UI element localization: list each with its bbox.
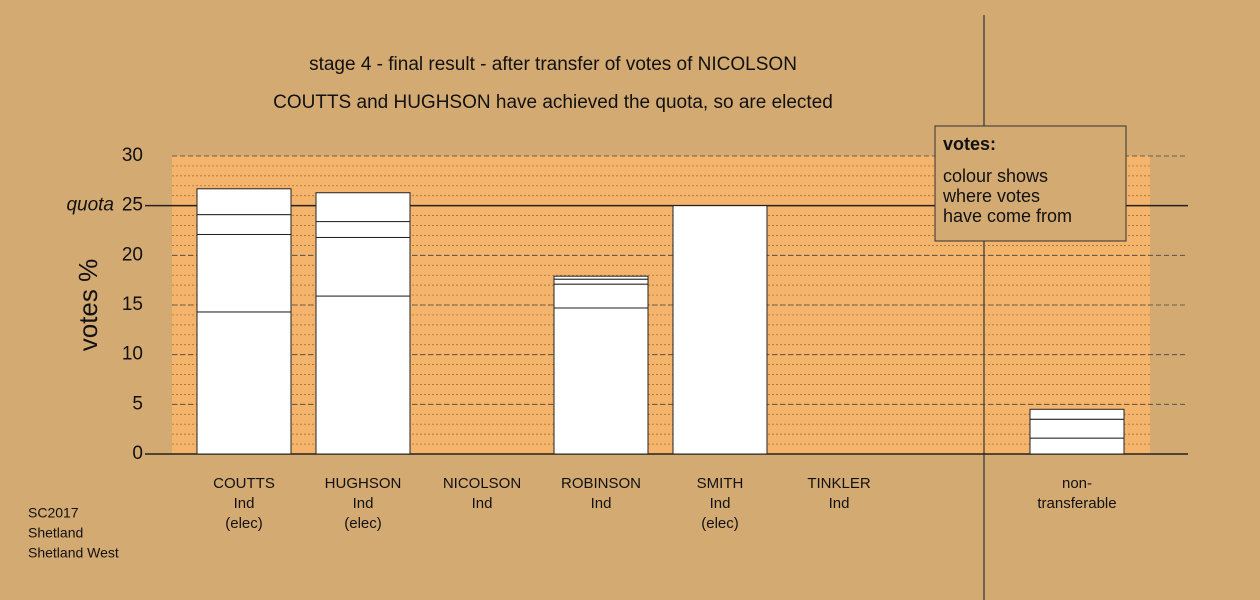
- x-tick-label: transferable: [1037, 495, 1116, 512]
- x-tick-label: COUTTS: [213, 475, 275, 492]
- quota-label: quota: [66, 195, 114, 216]
- bar-segment: [553, 278, 649, 285]
- y-tick-label: 5: [132, 393, 143, 414]
- chart-subtitle: COUTTS and HUGHSON have achieved the quo…: [273, 92, 833, 113]
- y-tick-label: 10: [122, 344, 143, 365]
- x-tick-label: TINKLER: [807, 475, 871, 492]
- x-tick-label: Ind: [591, 495, 612, 512]
- x-tick-label: Ind: [234, 495, 255, 512]
- y-tick-label: 25: [122, 195, 143, 216]
- y-tick-label: 15: [122, 294, 143, 315]
- y-tick-label: 30: [122, 145, 143, 166]
- x-tick-label: ROBINSON: [561, 475, 641, 492]
- bar-segment: [553, 283, 649, 309]
- chart-title: stage 4 - final result - after transfer …: [309, 54, 797, 75]
- x-tick-label: Ind: [710, 495, 731, 512]
- legend-title: votes:: [943, 134, 996, 154]
- legend-text: have come from: [943, 206, 1072, 226]
- x-tick-label: Ind: [472, 495, 493, 512]
- footer-text: SC2017: [28, 505, 79, 521]
- bar-segment: [196, 188, 292, 216]
- legend-text: colour shows: [943, 166, 1048, 186]
- x-tick-label: (elec): [344, 515, 382, 532]
- bar-segment: [1029, 408, 1125, 420]
- bar-segment: [672, 205, 768, 455]
- bar-segment: [196, 214, 292, 235]
- bar-segment: [196, 311, 292, 455]
- x-tick-label: Ind: [829, 495, 850, 512]
- x-tick-label: Ind: [353, 495, 374, 512]
- x-tick-label: (elec): [225, 515, 263, 532]
- bar-segment: [1029, 418, 1125, 439]
- x-tick-label: (elec): [701, 515, 739, 532]
- bar-segment: [315, 295, 411, 455]
- footer-text: Shetland: [28, 525, 83, 541]
- bar-segment: [553, 275, 649, 280]
- bar-segment: [196, 233, 292, 313]
- legend-text: where votes: [942, 186, 1040, 206]
- y-tick-label: 0: [132, 443, 143, 464]
- y-tick-label: 20: [122, 244, 143, 265]
- bar-segment: [315, 236, 411, 297]
- footer-text: Shetland West: [28, 545, 119, 561]
- bar-segment: [553, 307, 649, 455]
- x-tick-label: HUGHSON: [325, 475, 402, 492]
- x-tick-label: non-: [1062, 475, 1092, 492]
- y-axis-label: votes %: [73, 259, 103, 352]
- bar-segment: [315, 221, 411, 238]
- bar-segment: [1029, 437, 1125, 455]
- x-tick-label: SMITH: [697, 475, 744, 492]
- bar-segment: [315, 192, 411, 223]
- x-tick-label: NICOLSON: [443, 475, 521, 492]
- legend-box: [934, 125, 1127, 242]
